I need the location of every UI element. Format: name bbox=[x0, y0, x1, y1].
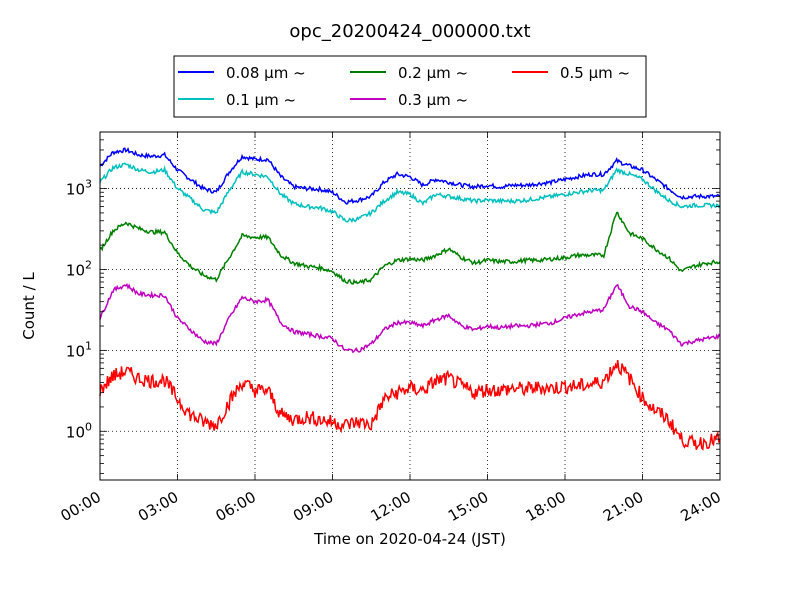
legend-label: 0.08 μm ~ bbox=[226, 64, 306, 82]
x-tick-label: 15:00 bbox=[445, 488, 491, 525]
legend-label: 0.3 μm ~ bbox=[398, 91, 468, 109]
series-lines bbox=[99, 147, 721, 451]
legend-label: 0.1 μm ~ bbox=[226, 91, 296, 109]
series-line bbox=[99, 360, 721, 451]
grid bbox=[99, 132, 721, 480]
series-line bbox=[99, 147, 721, 205]
series-line bbox=[99, 282, 721, 354]
y-tick-label: 103 bbox=[66, 178, 92, 199]
chart-title: opc_20200424_000000.txt bbox=[289, 21, 530, 42]
x-tick-label: 09:00 bbox=[290, 488, 336, 525]
x-tick-label: 00:00 bbox=[58, 488, 104, 525]
x-tick-label: 03:00 bbox=[135, 488, 181, 525]
legend-label: 0.5 μm ~ bbox=[560, 64, 630, 82]
legend-label: 0.2 μm ~ bbox=[398, 64, 468, 82]
y-tick-label: 101 bbox=[66, 339, 92, 360]
x-tick-label: 06:00 bbox=[213, 488, 259, 525]
series-line bbox=[99, 211, 721, 285]
x-tick-label: 24:00 bbox=[678, 488, 724, 525]
x-axis-label: Time on 2020-04-24 (JST) bbox=[313, 530, 506, 548]
x-tick-label: 12:00 bbox=[368, 488, 414, 525]
y-axis-label: Count / L bbox=[20, 272, 38, 340]
legend: 0.08 μm ~ 0.1 μm ~ 0.2 μm ~ 0.3 μm ~ 0.5 μm … bbox=[173, 55, 647, 118]
legend-box bbox=[173, 55, 647, 118]
x-tick-label: 18:00 bbox=[523, 488, 569, 525]
x-tick-label: 21:00 bbox=[600, 488, 646, 525]
series-line bbox=[99, 162, 721, 224]
y-tick-label: 100 bbox=[66, 420, 92, 441]
y-tick-label: 102 bbox=[66, 258, 92, 279]
axis-ticks: 00:00 03:00 06:00 09:00 12:00 15:00 18:00 21:00… bbox=[58, 131, 724, 525]
